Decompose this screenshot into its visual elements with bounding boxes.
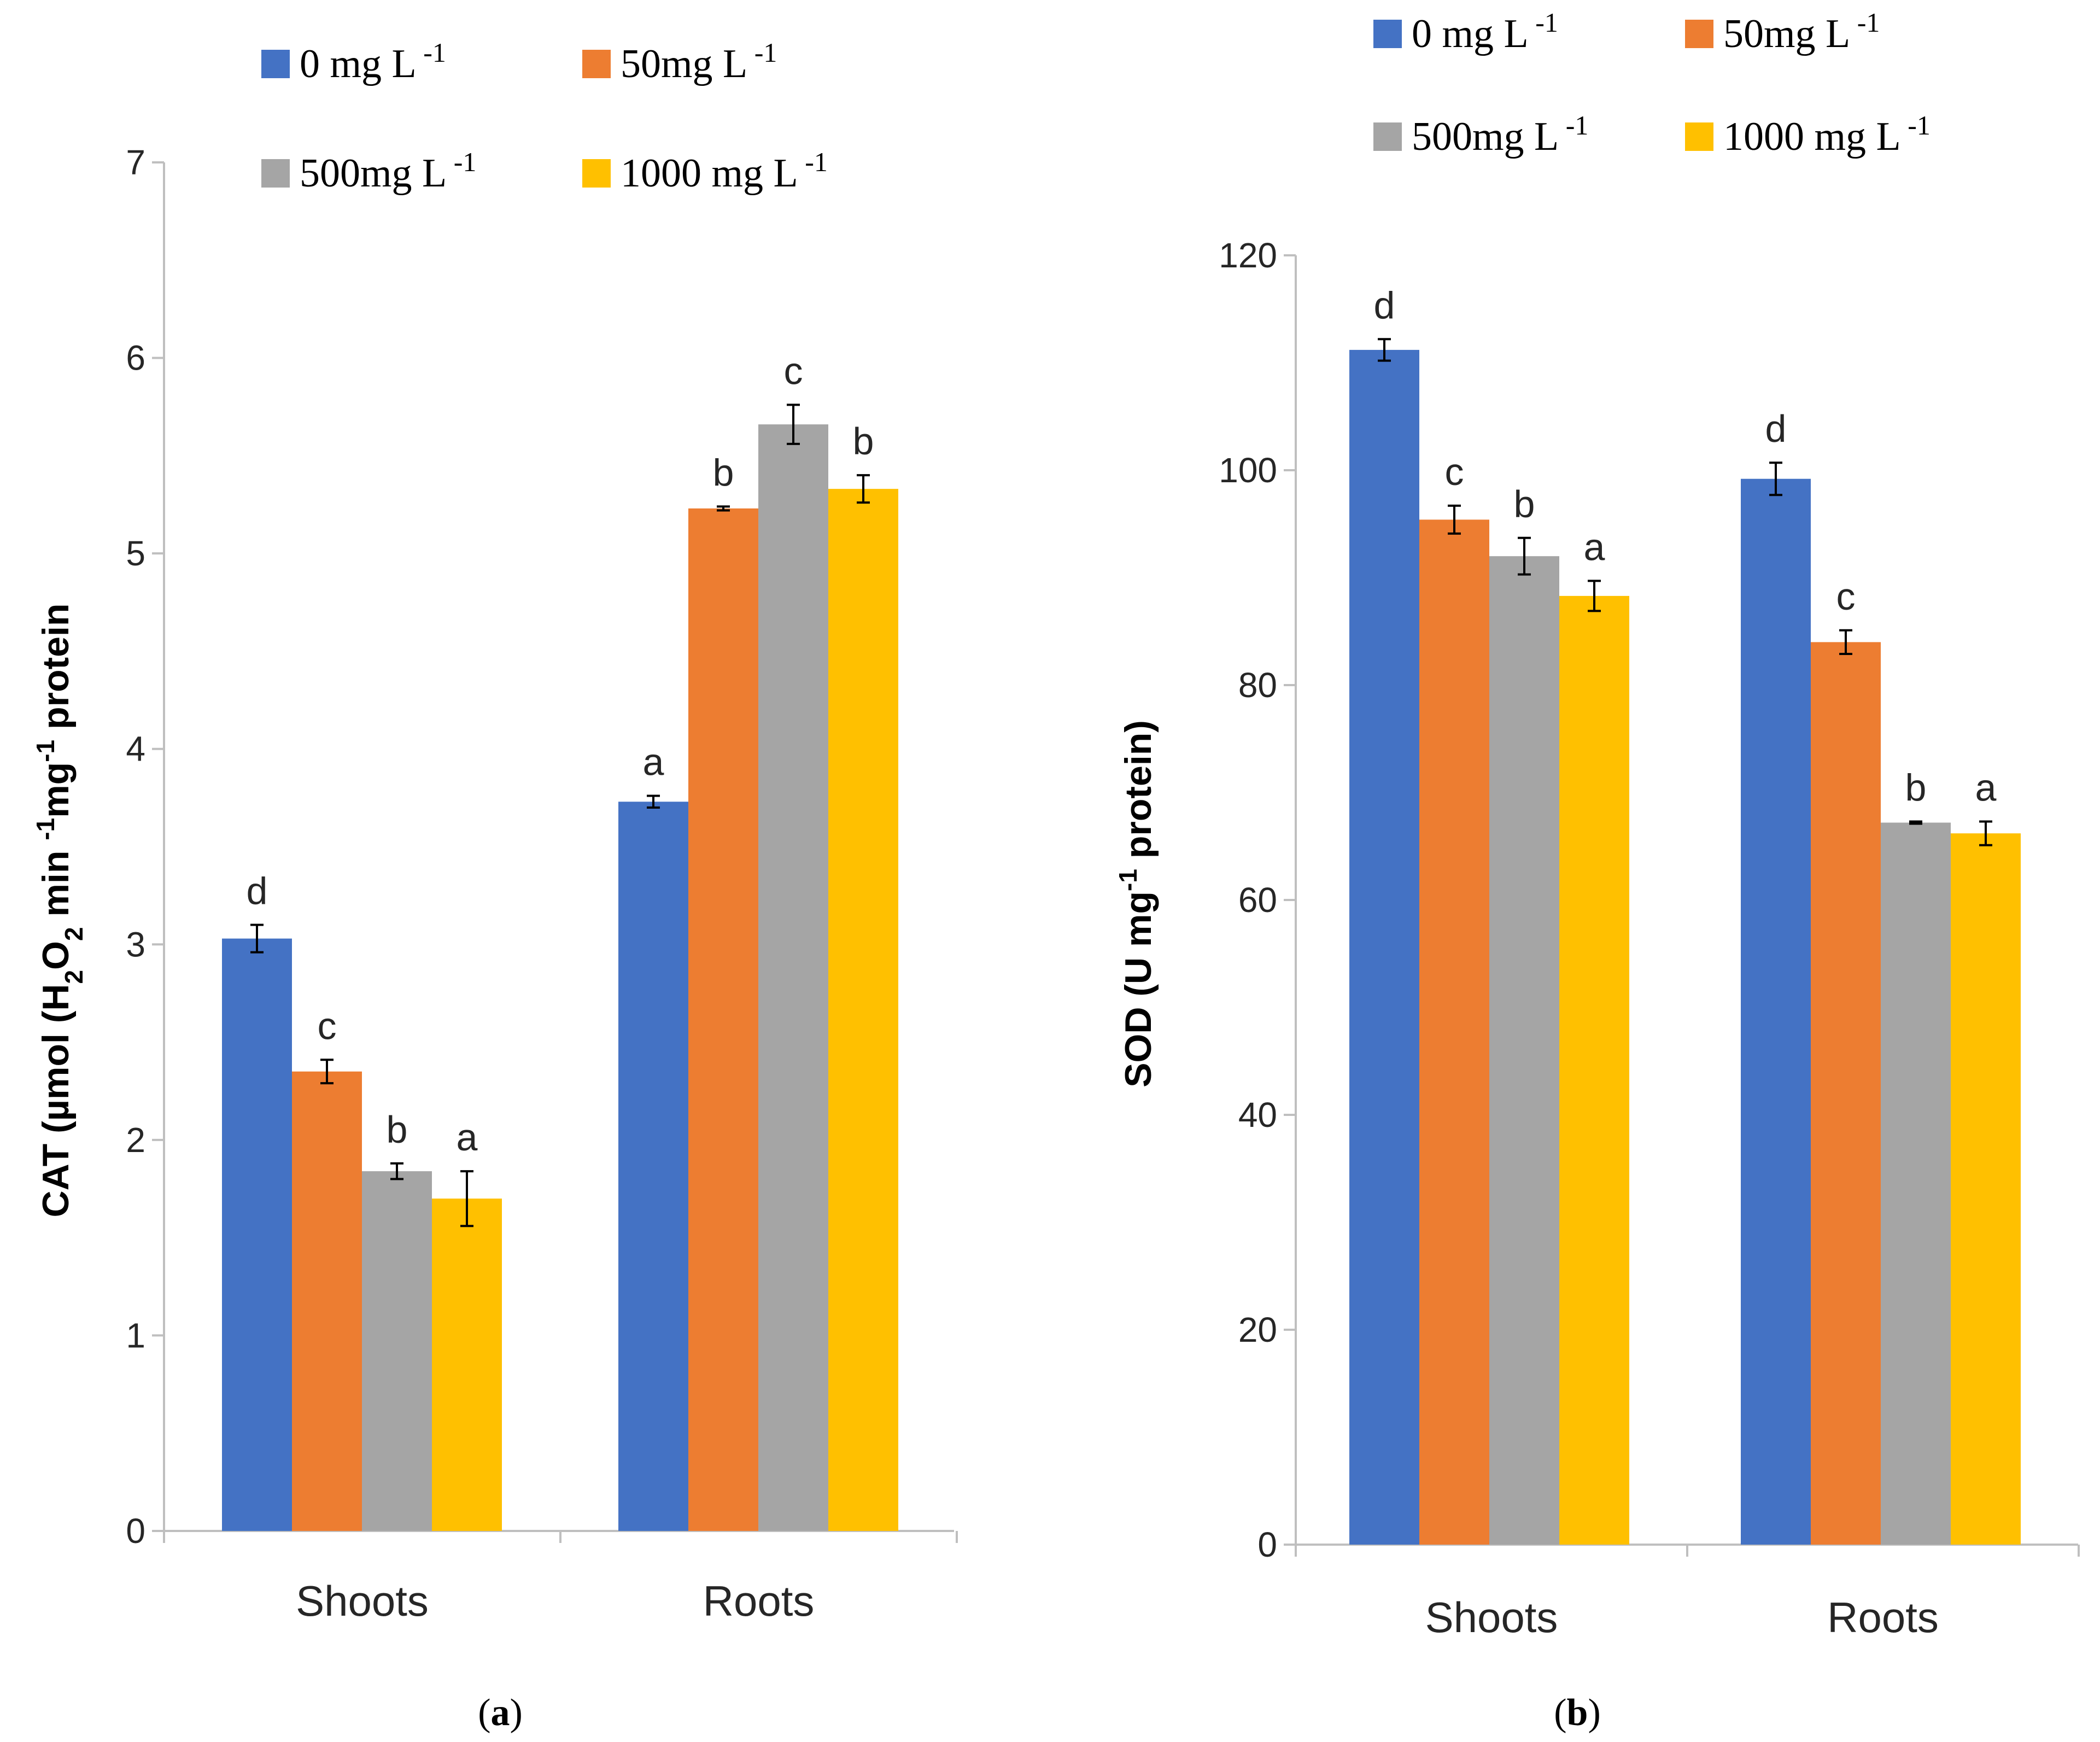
significance-letter: b — [1514, 483, 1535, 525]
legend-swatch-series-2 — [261, 159, 290, 188]
legend-swatch-series-2 — [1373, 122, 1402, 151]
y-tick-label: 2 — [126, 1120, 145, 1160]
y-tick-label: 0 — [126, 1511, 145, 1551]
y-tick-label: 40 — [1238, 1095, 1277, 1135]
legend-label-series-3: 1000 mg L -1 — [621, 147, 828, 196]
y-tick-label: 120 — [1219, 236, 1277, 275]
bar-roots-series-1 — [1811, 642, 1881, 1545]
bar-roots-series-0 — [618, 802, 688, 1531]
y-tick-label: 0 — [1257, 1525, 1277, 1564]
y-tick-label: 80 — [1238, 665, 1277, 705]
legend-swatch-series-0 — [1373, 20, 1402, 48]
legend-label-series-1: 50mg L -1 — [621, 37, 777, 86]
significance-letter: d — [1765, 407, 1787, 450]
bar-shoots-series-2 — [362, 1171, 432, 1531]
significance-letter: b — [387, 1108, 408, 1151]
bar-shoots-series-1 — [1419, 519, 1489, 1545]
significance-letter: c — [784, 349, 803, 392]
y-tick-label: 60 — [1238, 880, 1277, 920]
significance-letter: a — [1584, 525, 1605, 568]
bar-roots-series-1 — [688, 508, 758, 1531]
bar-roots-series-0 — [1741, 478, 1811, 1545]
x-category-label-shoots: Shoots — [1425, 1593, 1558, 1641]
bar-shoots-series-0 — [222, 938, 292, 1531]
bar-roots-series-2 — [758, 424, 828, 1531]
legend-swatch-series-0 — [261, 50, 290, 78]
bar-shoots-series-2 — [1489, 556, 1559, 1545]
y-tick-label: 100 — [1219, 451, 1277, 490]
y-tick-label: 1 — [126, 1316, 145, 1355]
bar-shoots-series-3 — [1559, 595, 1629, 1545]
x-category-label-roots: Roots — [703, 1577, 815, 1625]
panel-label: (a) — [478, 1692, 523, 1734]
legend-label-series-1: 50mg L -1 — [1723, 7, 1880, 56]
y-tick-label: 7 — [126, 143, 145, 182]
significance-letter: c — [1836, 575, 1856, 618]
legend-swatch-series-1 — [582, 50, 611, 78]
significance-letter: b — [713, 451, 734, 494]
significance-letter: b — [1905, 767, 1927, 809]
significance-letter: d — [247, 870, 268, 913]
x-category-label-shoots: Shoots — [296, 1577, 429, 1625]
significance-letter: b — [853, 420, 874, 463]
legend-swatch-series-1 — [1685, 20, 1713, 48]
legend-label-series-0: 0 mg L -1 — [300, 37, 446, 86]
legend-label-series-2: 500mg L -1 — [300, 147, 476, 196]
x-category-label-roots: Roots — [1827, 1593, 1939, 1641]
bar-shoots-series-1 — [292, 1071, 362, 1531]
bar-shoots-series-3 — [432, 1199, 502, 1531]
y-axis-title: SOD (U mg-1 protein) — [1114, 720, 1159, 1088]
significance-letter: c — [318, 1004, 337, 1047]
panel-a-cat-chart: 0 1 2 3 4 5 6 7 Shoots Roots d c b a a b c b CAT (µmol (H2… — [31, 37, 958, 1734]
panel-label: (b) — [1554, 1692, 1601, 1734]
legend-label-series-3: 1000 mg L -1 — [1723, 110, 1931, 159]
significance-letter: d — [1374, 284, 1395, 326]
legend-label-series-0: 0 mg L -1 — [1412, 7, 1558, 56]
y-tick-label: 3 — [126, 925, 145, 964]
y-tick-label: 5 — [126, 534, 145, 573]
legend-label-series-2: 500mg L -1 — [1412, 110, 1588, 159]
bar-shoots-series-0 — [1349, 349, 1419, 1545]
significance-letter: a — [643, 741, 664, 784]
bar-roots-series-3 — [828, 489, 898, 1531]
significance-letter: a — [1975, 767, 1997, 809]
legend-swatch-series-3 — [1685, 122, 1713, 151]
significance-letter: c — [1445, 451, 1464, 493]
panel-b-sod-chart: 0 20 40 60 80 100 120 Shoots Roots d c b a d c b a SOD (U… — [1114, 7, 2080, 1734]
legend-swatch-series-3 — [582, 159, 611, 188]
y-tick-label: 20 — [1238, 1310, 1277, 1349]
y-axis-title: CAT (µmol (H2O2 min -1mg-1 protein — [31, 604, 88, 1218]
y-tick-label: 4 — [126, 729, 145, 769]
bar-roots-series-2 — [1881, 822, 1951, 1545]
bar-roots-series-3 — [1951, 833, 2021, 1545]
significance-letter: a — [457, 1116, 478, 1159]
y-tick-label: 6 — [126, 338, 145, 378]
